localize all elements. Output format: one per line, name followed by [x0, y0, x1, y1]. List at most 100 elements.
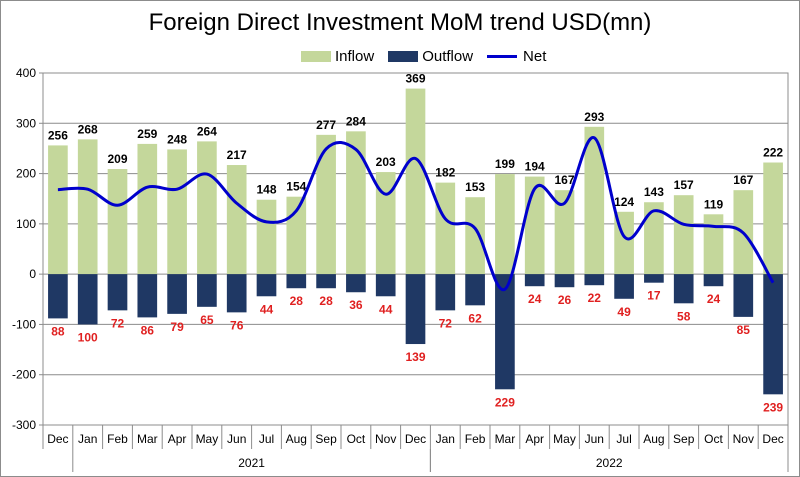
bar-outflow — [614, 274, 634, 299]
bar-inflow — [137, 143, 158, 275]
x-tick-label: Jan — [436, 432, 455, 446]
data-label-outflow: 72 — [111, 316, 125, 330]
bar-outflow — [644, 274, 664, 283]
data-label-inflow: 153 — [465, 180, 485, 194]
data-label-outflow: 24 — [528, 292, 542, 306]
x-tick-label: Apr — [168, 432, 187, 446]
x-tick-label: Dec — [405, 432, 426, 446]
bar-inflow — [644, 202, 664, 275]
x-tick-label: Nov — [733, 432, 754, 446]
data-label-outflow: 26 — [558, 293, 572, 307]
data-label-outflow: 62 — [468, 311, 482, 325]
x-tick-label: Apr — [525, 432, 544, 446]
bar-outflow — [107, 274, 128, 311]
chart-title: Foreign Direct Investment MoM trend USD(… — [148, 9, 652, 36]
data-label-outflow: 79 — [170, 320, 184, 334]
bar-outflow — [465, 274, 485, 306]
data-label-outflow: 239 — [763, 400, 783, 414]
data-label-inflow: 256 — [48, 128, 68, 142]
y-tick-label: 100 — [16, 217, 36, 231]
x-tick-label: Feb — [465, 432, 486, 446]
bar-outflow — [286, 274, 307, 289]
data-label-inflow: 369 — [405, 72, 425, 86]
y-tick-label: -300 — [12, 418, 36, 432]
data-label-outflow: 44 — [379, 302, 393, 316]
bar-outflow — [137, 274, 158, 318]
data-label-inflow: 293 — [584, 110, 604, 124]
bar-outflow — [763, 274, 783, 395]
data-label-inflow: 167 — [733, 173, 753, 187]
y-tick-label: -200 — [12, 368, 36, 382]
data-label-inflow: 217 — [227, 148, 247, 162]
x-tick-label: Jan — [78, 432, 97, 446]
bar-inflow — [316, 134, 336, 275]
data-label-outflow: 44 — [260, 302, 274, 316]
data-label-outflow: 76 — [230, 318, 244, 332]
data-label-inflow: 209 — [107, 152, 127, 166]
x-tick-label: Sep — [673, 432, 695, 446]
y-tick-label: -100 — [12, 317, 36, 331]
x-tick-label: Oct — [347, 432, 366, 446]
x-tick-label: Nov — [375, 432, 396, 446]
bar-outflow — [405, 274, 426, 345]
y-tick-label: 400 — [16, 66, 36, 80]
bar-inflow — [256, 199, 277, 275]
x-tick-label: Oct — [704, 432, 723, 446]
data-label-outflow: 22 — [588, 291, 602, 305]
bar-inflow — [435, 182, 456, 275]
data-label-inflow: 199 — [495, 157, 515, 171]
data-label-inflow: 124 — [614, 195, 634, 209]
data-label-inflow: 248 — [167, 132, 187, 146]
bar-inflow — [703, 214, 724, 275]
bar-inflow — [346, 131, 366, 275]
bar-inflow — [465, 197, 485, 275]
bar-outflow — [673, 274, 694, 304]
data-label-inflow: 182 — [435, 166, 455, 180]
bar-inflow — [495, 174, 515, 275]
x-tick-label: Jun — [585, 432, 604, 446]
bar-inflow — [48, 145, 68, 275]
data-label-inflow: 148 — [256, 183, 276, 197]
year-group-label: 2022 — [596, 456, 623, 470]
x-tick-label: Jun — [227, 432, 246, 446]
data-label-outflow: 72 — [439, 316, 453, 330]
x-tick-label: Dec — [762, 432, 783, 446]
bar-inflow — [77, 139, 98, 275]
data-label-outflow: 36 — [349, 298, 363, 312]
bar-inflow — [673, 195, 694, 275]
data-label-inflow: 194 — [525, 160, 545, 174]
x-tick-label: Jul — [616, 432, 631, 446]
x-tick-label: Feb — [107, 432, 128, 446]
bar-outflow — [226, 274, 247, 313]
bar-inflow — [107, 169, 128, 275]
bar-inflow — [405, 88, 426, 275]
bar-outflow — [256, 274, 277, 297]
bar-outflow — [48, 274, 68, 319]
data-label-inflow: 222 — [763, 146, 783, 160]
bar-outflow — [197, 274, 217, 307]
x-tick-label: May — [196, 432, 219, 446]
bar-outflow — [375, 274, 396, 297]
bar-inflow — [226, 165, 247, 275]
bar-outflow — [167, 274, 187, 314]
bar-outflow — [584, 274, 605, 286]
legend-swatch-outflow — [388, 50, 419, 62]
legend-swatch-inflow — [301, 50, 331, 62]
legend-label-inflow: Inflow — [335, 47, 375, 65]
data-label-outflow: 24 — [707, 292, 721, 306]
data-label-inflow: 259 — [137, 127, 157, 141]
bar-inflow — [197, 141, 217, 275]
y-tick-label: 300 — [16, 116, 36, 130]
data-label-inflow: 203 — [376, 155, 396, 169]
data-label-outflow: 139 — [405, 350, 425, 364]
bar-outflow — [733, 274, 754, 317]
x-tick-label: May — [553, 432, 576, 446]
data-label-outflow: 88 — [51, 324, 65, 338]
bar-outflow — [316, 274, 336, 289]
data-label-inflow: 284 — [346, 114, 366, 128]
bar-inflow — [584, 126, 605, 275]
bar-outflow — [495, 274, 515, 390]
data-label-outflow: 17 — [647, 289, 661, 303]
